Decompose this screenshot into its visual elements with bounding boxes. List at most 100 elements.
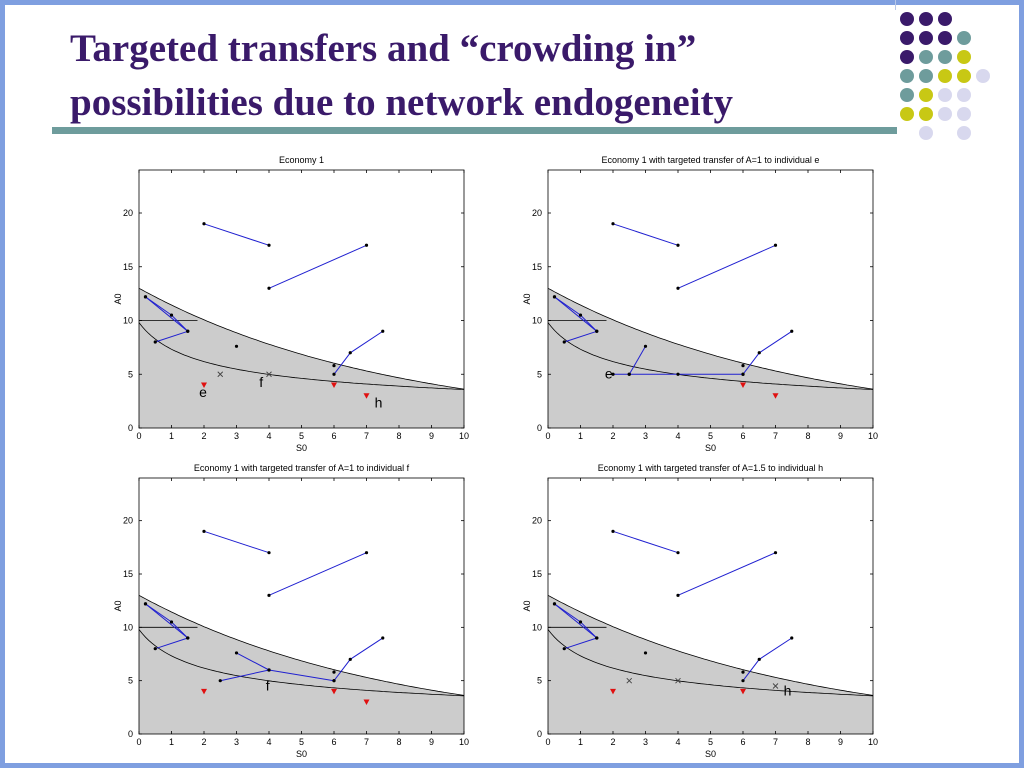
node-point xyxy=(153,340,157,344)
network-link xyxy=(145,603,189,639)
decor-dot xyxy=(919,126,933,140)
title-line-1: Targeted transfers and “crowding in” xyxy=(70,27,697,70)
y-axis-label: A0 xyxy=(522,600,532,611)
triangle-marker xyxy=(363,699,370,705)
node-point xyxy=(267,551,271,555)
y-tick-label: 10 xyxy=(532,316,542,326)
x-tick-label: 7 xyxy=(773,431,778,441)
node-point xyxy=(267,593,271,597)
y-tick-label: 15 xyxy=(123,569,133,579)
x-tick-label: 6 xyxy=(740,737,745,747)
node-point xyxy=(773,243,778,247)
node-point xyxy=(595,636,599,640)
chart-title: Economy 1 with targeted transfer of A=1 … xyxy=(602,155,820,165)
x-tick-label: 5 xyxy=(299,737,304,747)
chart-title: Economy 1 xyxy=(279,155,324,165)
upper-boundary-curve xyxy=(547,287,874,390)
x-tick-label: 3 xyxy=(234,431,239,441)
decor-dot xyxy=(919,69,933,83)
node-point xyxy=(267,286,271,290)
x-tick-label: 5 xyxy=(708,431,713,441)
node-point xyxy=(364,243,369,247)
x-axis-label: S0 xyxy=(296,749,307,759)
network-link xyxy=(554,603,598,650)
x-tick-label: 0 xyxy=(136,737,141,747)
upper-boundary-curve xyxy=(547,594,874,696)
node-point xyxy=(676,243,680,247)
node-point xyxy=(153,647,157,651)
triangle-marker xyxy=(610,688,616,695)
node-point xyxy=(267,243,271,247)
node-point xyxy=(643,344,648,348)
node-point xyxy=(202,222,206,226)
y-tick-label: 15 xyxy=(532,569,542,579)
decor-dot xyxy=(957,69,971,83)
triangle-marker xyxy=(331,382,337,388)
x-tick-label: 8 xyxy=(396,737,401,747)
x-tick-label: 1 xyxy=(578,431,583,441)
decor-dot xyxy=(919,88,933,102)
point-label-h: h xyxy=(784,683,792,699)
decor-dot xyxy=(938,69,952,83)
triangle-marker xyxy=(740,382,746,388)
y-tick-label: 10 xyxy=(123,622,133,632)
x-tick-label: 6 xyxy=(331,737,336,747)
decor-dot xyxy=(919,31,933,45)
x-tick-label: 10 xyxy=(868,431,878,441)
triangle-marker xyxy=(740,688,746,695)
lower-boundary-curve xyxy=(547,629,874,697)
node-point xyxy=(643,651,648,655)
point-label-f: f xyxy=(259,374,263,390)
node-point xyxy=(676,593,680,597)
decor-dot xyxy=(900,69,914,83)
point-label-e: e xyxy=(605,366,613,382)
decor-dot xyxy=(957,88,971,102)
x-tick-label: 1 xyxy=(578,737,583,747)
chart-panel-3: 0 1 2 3 4 5 6 7 8 9 10 0 5 10 15 20 Economy 1 with targe… xyxy=(113,463,469,759)
y-tick-label: 5 xyxy=(128,369,133,379)
x-tick-label: 10 xyxy=(868,737,878,747)
network-link xyxy=(236,652,270,671)
y-tick-label: 15 xyxy=(532,262,542,272)
triangle-marker xyxy=(363,393,370,399)
node-point xyxy=(169,620,174,624)
x-tick-label: 8 xyxy=(805,431,810,441)
node-point xyxy=(332,679,336,683)
node-point xyxy=(611,372,615,376)
node-point xyxy=(552,602,557,606)
decor-dot xyxy=(938,88,952,102)
decor-dot xyxy=(900,107,914,121)
network-link xyxy=(628,346,646,375)
node-point xyxy=(578,620,583,624)
x-tick-label: 2 xyxy=(201,737,206,747)
y-tick-label: 5 xyxy=(128,676,133,686)
title-rule xyxy=(52,127,897,134)
network-link xyxy=(268,552,367,596)
cross-marker xyxy=(675,677,681,684)
x-axis-label: S0 xyxy=(705,443,716,453)
shaded-region xyxy=(139,595,464,734)
x-tick-label: 1 xyxy=(169,431,174,441)
y-tick-label: 20 xyxy=(123,208,133,218)
y-tick-label: 0 xyxy=(128,423,133,433)
x-axis-label: S0 xyxy=(705,749,716,759)
x-tick-label: 10 xyxy=(459,431,469,441)
chart-panel-2: 0 1 2 3 4 5 6 7 8 9 10 0 5 10 15 20 Economy 1 with targe… xyxy=(522,155,878,453)
x-tick-label: 0 xyxy=(545,737,550,747)
node-point xyxy=(143,602,148,606)
x-tick-label: 4 xyxy=(266,737,271,747)
y-tick-label: 20 xyxy=(532,208,542,218)
shaded-region xyxy=(139,288,464,428)
decor-dot xyxy=(900,12,914,26)
network-link xyxy=(145,296,189,343)
cross-marker xyxy=(266,371,272,378)
cross-marker xyxy=(217,371,224,378)
node-point xyxy=(186,636,190,640)
network-link xyxy=(677,552,776,596)
x-tick-label: 9 xyxy=(429,431,434,441)
point-label-e: e xyxy=(199,384,207,400)
node-point xyxy=(595,329,599,333)
y-tick-label: 0 xyxy=(128,729,133,739)
decor-dot xyxy=(957,126,971,140)
